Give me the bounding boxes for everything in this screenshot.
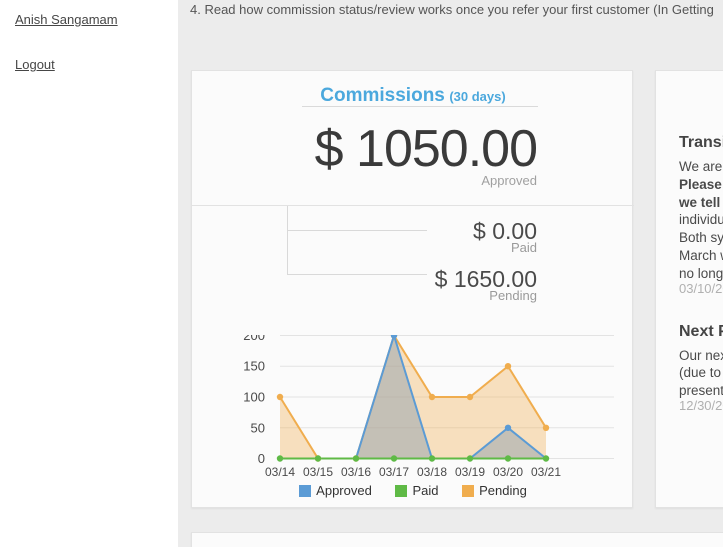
svg-text:03/14: 03/14 [265,465,295,479]
svg-text:200: 200 [243,335,265,343]
svg-text:100: 100 [243,390,265,405]
svg-text:50: 50 [251,421,265,436]
svg-text:03/21: 03/21 [531,465,561,479]
svg-text:0: 0 [258,451,265,466]
svg-text:03/20: 03/20 [493,465,523,479]
svg-text:03/18: 03/18 [417,465,447,479]
svg-text:03/16: 03/16 [341,465,371,479]
svg-text:150: 150 [243,359,265,374]
svg-text:03/19: 03/19 [455,465,485,479]
svg-text:03/17: 03/17 [379,465,409,479]
svg-text:03/15: 03/15 [303,465,333,479]
